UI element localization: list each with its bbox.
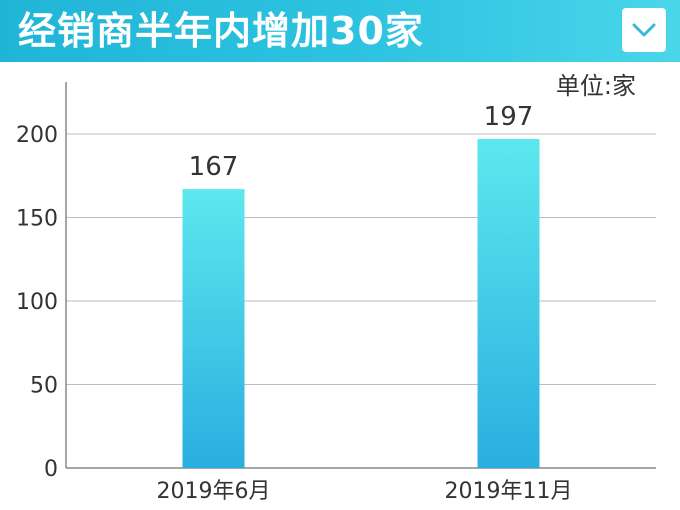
page-title: 经销商半年内增加30家: [18, 9, 424, 53]
bar: [477, 139, 540, 468]
bar: [182, 189, 245, 469]
bar-value-label: 167: [189, 152, 239, 182]
x-tick-label: 2019年11月: [445, 479, 573, 504]
header-banner: 经销商半年内增加30家: [0, 0, 680, 62]
y-tick-label: 0: [44, 457, 58, 482]
unit-label: 单位:家: [555, 72, 636, 100]
y-tick-label: 200: [16, 123, 58, 148]
bar-chart: 0 50 100 150 200 167 2019年6月 197 2019年11月: [16, 82, 656, 504]
chevron-down-icon: [632, 23, 656, 37]
expand-button[interactable]: [622, 8, 666, 52]
x-tick-label: 2019年6月: [157, 479, 271, 504]
bar-value-label: 197: [484, 102, 534, 132]
y-tick-label: 50: [30, 374, 58, 399]
y-tick-label: 100: [16, 290, 58, 315]
y-tick-label: 150: [16, 207, 58, 232]
